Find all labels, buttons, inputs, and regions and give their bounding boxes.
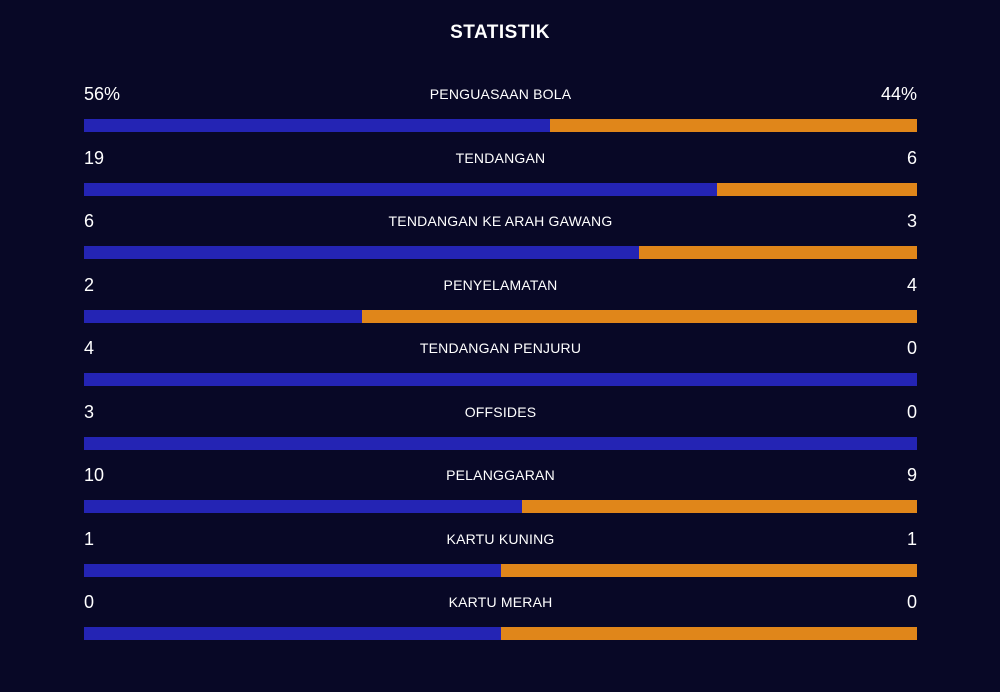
- away-bar-segment: [500, 563, 917, 577]
- stat-label: TENDANGAN PENJURU: [419, 340, 582, 356]
- stat-label: TENDANGAN: [455, 149, 546, 166]
- comparison-bar: [84, 182, 917, 196]
- stat-row: PENYELAMATAN 2 4: [84, 271, 917, 335]
- stat-row-header: TENDANGAN 19 6: [84, 144, 917, 172]
- home-bar-segment: [84, 182, 718, 196]
- comparison-bar: [84, 563, 917, 577]
- away-value: 6: [906, 147, 917, 168]
- home-bar-segment: [84, 436, 917, 450]
- home-bar-segment: [84, 563, 501, 577]
- away-value: 9: [906, 465, 917, 485]
- home-value: 19: [84, 147, 105, 168]
- stat-label: OFFSIDES: [464, 403, 537, 420]
- home-bar-segment: [84, 119, 551, 132]
- stat-row: KARTU MERAH 0 0: [84, 588, 917, 652]
- stat-row: PENGUASAAN BOLA 56% 44%: [84, 80, 917, 144]
- home-value: 0: [84, 592, 95, 612]
- stat-row-header: PENGUASAAN BOLA 56% 44%: [84, 80, 917, 108]
- home-value: 4: [84, 338, 95, 358]
- home-value: 1: [84, 528, 95, 549]
- stat-row: PELANGGARAN 10 9: [84, 461, 917, 525]
- stat-label: KARTU MERAH: [448, 594, 553, 610]
- stat-label: PENYELAMATAN: [443, 276, 558, 293]
- home-value: 10: [84, 465, 105, 485]
- comparison-bar: [84, 500, 917, 513]
- home-bar-segment: [84, 373, 917, 386]
- stat-row: KARTU KUNING 1 1: [84, 525, 917, 589]
- away-value: 4: [906, 274, 917, 295]
- stat-label: TENDANGAN KE ARAH GAWANG: [388, 213, 613, 229]
- away-bar-segment: [717, 182, 917, 196]
- stat-label: PENGUASAAN BOLA: [429, 86, 572, 102]
- stat-row-header: KARTU KUNING 1 1: [84, 525, 917, 553]
- away-value: 44%: [880, 84, 917, 104]
- stat-row-header: TENDANGAN PENJURU 4 0: [84, 334, 917, 362]
- away-bar-segment: [361, 309, 917, 323]
- comparison-bar: [84, 119, 917, 132]
- home-value: 2: [84, 274, 95, 295]
- comparison-bar: [84, 627, 917, 640]
- home-bar-segment: [84, 500, 523, 513]
- stat-row-header: PELANGGARAN 10 9: [84, 461, 917, 489]
- stat-row: OFFSIDES 3 0: [84, 398, 917, 462]
- away-value: 1: [906, 528, 917, 549]
- stat-row-header: TENDANGAN KE ARAH GAWANG 6 3: [84, 207, 917, 235]
- comparison-bar: [84, 436, 917, 450]
- away-value: 3: [906, 211, 917, 231]
- home-value: 6: [84, 211, 95, 231]
- home-bar-segment: [84, 309, 362, 323]
- home-bar-segment: [84, 627, 501, 640]
- stat-row: TENDANGAN KE ARAH GAWANG 6 3: [84, 207, 917, 271]
- stat-label: KARTU KUNING: [446, 530, 555, 547]
- away-bar-segment: [639, 246, 917, 259]
- comparison-bar: [84, 246, 917, 259]
- home-bar-segment: [84, 246, 640, 259]
- stat-row: TENDANGAN 19 6: [84, 144, 917, 208]
- away-bar-segment: [500, 627, 917, 640]
- stat-label: PELANGGARAN: [446, 467, 555, 483]
- stat-row-header: KARTU MERAH 0 0: [84, 588, 917, 616]
- comparison-bar: [84, 309, 917, 323]
- away-value: 0: [906, 592, 917, 612]
- away-value: 0: [906, 401, 917, 422]
- stat-row-header: PENYELAMATAN 2 4: [84, 271, 917, 299]
- stat-row-header: OFFSIDES 3 0: [84, 398, 917, 426]
- away-bar-segment: [522, 500, 917, 513]
- away-value: 0: [906, 338, 917, 358]
- home-value: 56%: [84, 84, 121, 104]
- stat-row: TENDANGAN PENJURU 4 0: [84, 334, 917, 398]
- home-value: 3: [84, 401, 95, 422]
- away-bar-segment: [550, 119, 917, 132]
- comparison-bar: [84, 373, 917, 386]
- stats-list: PENGUASAAN BOLA 56% 44% TENDANGAN 19 6 TENDANG…: [84, 80, 917, 652]
- page-title: STATISTIK: [450, 22, 550, 43]
